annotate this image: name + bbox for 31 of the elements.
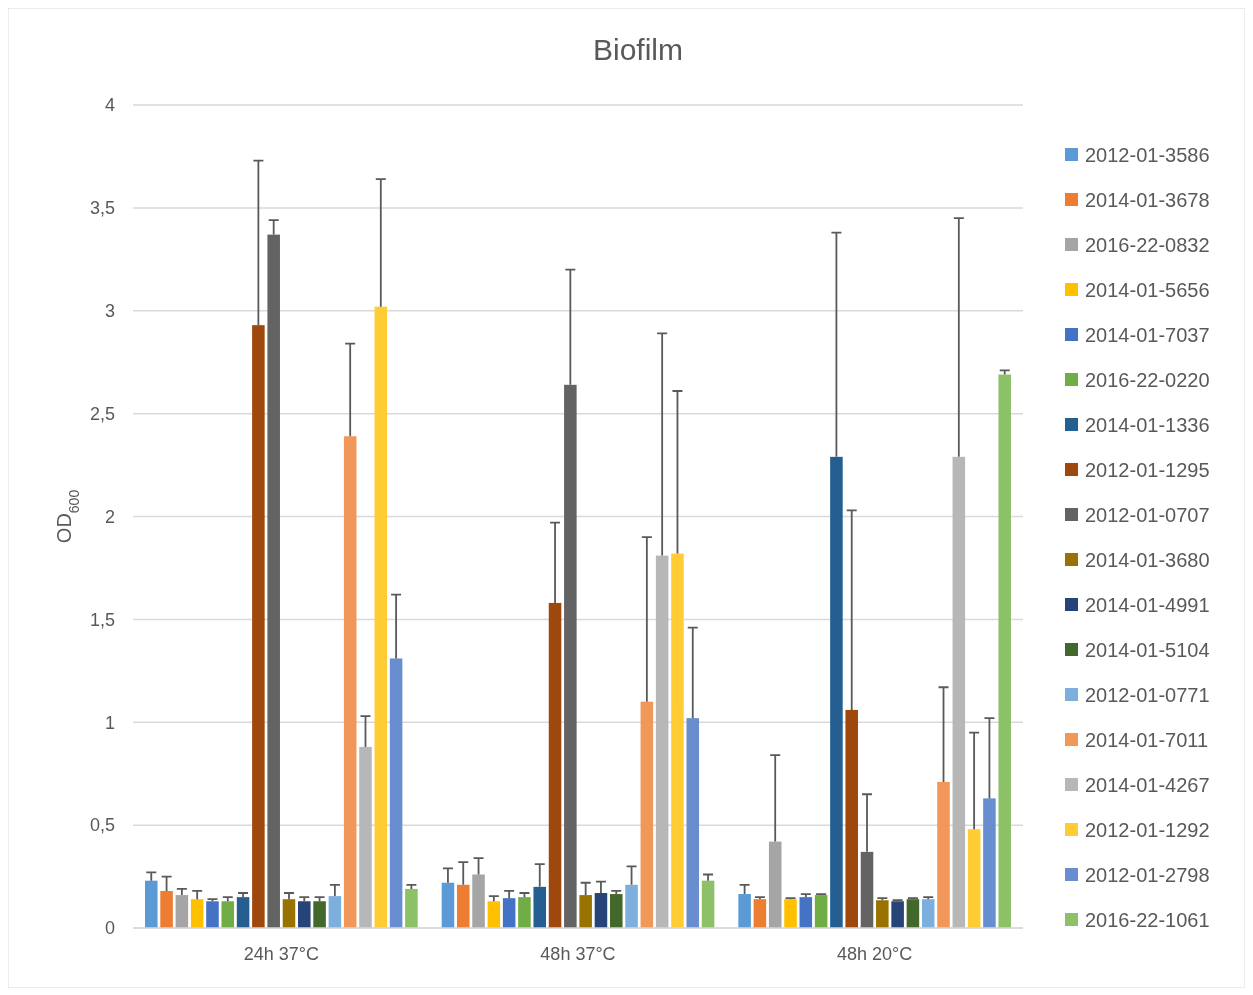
x-tick-label: 48h 20°C xyxy=(837,944,913,964)
legend-label: 2012-01-0707 xyxy=(1085,504,1210,526)
legend-label: 2016-22-0832 xyxy=(1085,234,1210,256)
y-tick-label: 3,5 xyxy=(89,198,115,219)
legend-label: 2014-01-5104 xyxy=(1085,639,1210,661)
legend-label: 2014-01-3680 xyxy=(1085,549,1210,571)
y-tick-label: 2,5 xyxy=(89,403,115,424)
legend-label: 2012-01-1292 xyxy=(1085,819,1210,841)
x-tick-label: 24h 37°C xyxy=(243,944,319,964)
legend-label: 2012-01-2798 xyxy=(1085,864,1210,886)
legend-label: 2014-01-7011 xyxy=(1085,729,1209,751)
legend-label: 2014-01-4267 xyxy=(1085,774,1210,796)
legend-label: 2014-01-7037 xyxy=(1085,324,1210,346)
legend-label: 2016-22-0220 xyxy=(1085,369,1210,391)
legend-label: 2014-01-3678 xyxy=(1085,189,1210,211)
legend-label: 2014-01-1336 xyxy=(1085,414,1210,436)
y-tick-label: 0 xyxy=(104,918,115,939)
legend-label: 2012-01-0771 xyxy=(1085,684,1210,706)
y-tick-label: 1,5 xyxy=(89,609,115,630)
y-tick-label: 1 xyxy=(104,712,115,733)
legend-label: 2014-01-5656 xyxy=(1085,279,1210,301)
y-tick-label: 2 xyxy=(104,506,115,527)
legend-label: 2012-01-1295 xyxy=(1085,459,1210,481)
legend-label: 2014-01-4991 xyxy=(1085,594,1210,616)
legend-label: 2016-22-1061 xyxy=(1085,909,1210,931)
x-tick-label: 48h 37°C xyxy=(540,944,616,964)
y-tick-label: 4 xyxy=(104,95,115,116)
chart-title: Biofilm xyxy=(592,33,684,66)
legend-label: 2012-01-3586 xyxy=(1085,144,1210,166)
y-tick-label: 0,5 xyxy=(89,815,115,836)
y-tick-label: 3 xyxy=(104,301,115,322)
